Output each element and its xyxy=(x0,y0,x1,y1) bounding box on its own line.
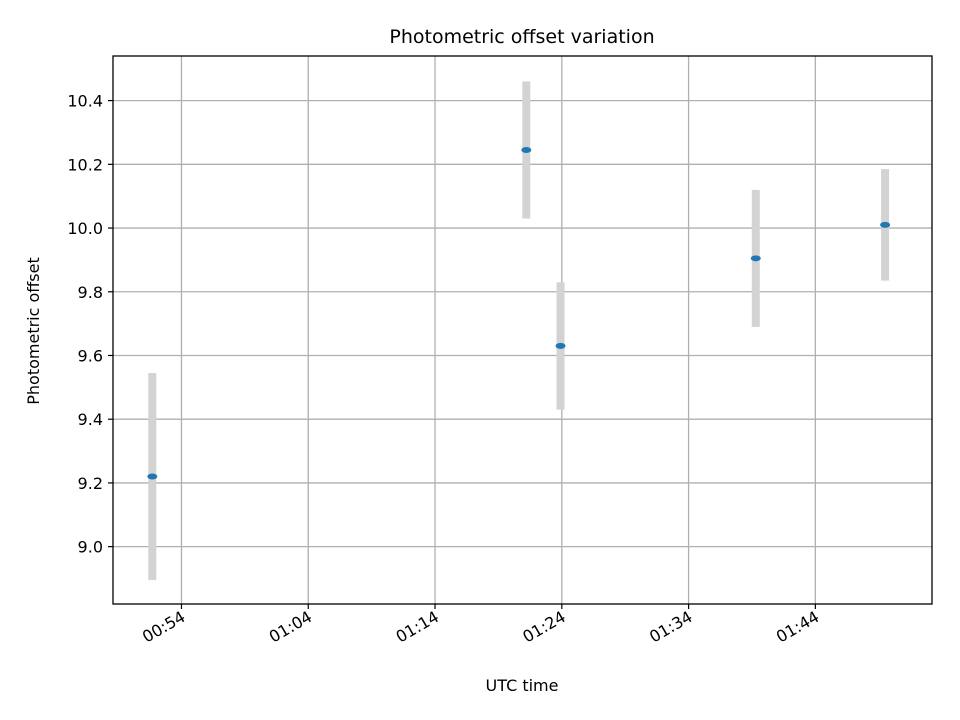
x-axis-label: UTC time xyxy=(486,676,559,695)
y-axis-ticks: 9.0 9.2 9.4 9.6 9.8 10.0 10.2 10.4 xyxy=(67,92,113,557)
y-tick-label: 10.0 xyxy=(67,219,103,238)
y-tick-label: 9.4 xyxy=(78,410,103,429)
y-tick-label: 9.2 xyxy=(78,474,103,493)
y-axis-label: Photometric offset xyxy=(24,257,43,405)
chart-title: Photometric offset variation xyxy=(389,26,654,48)
y-tick-label: 9.0 xyxy=(78,538,103,557)
data-point xyxy=(147,473,158,480)
data-point xyxy=(750,255,761,262)
y-tick-label: 10.2 xyxy=(67,155,103,174)
grid xyxy=(113,56,932,604)
y-tick-label: 9.6 xyxy=(78,346,103,365)
y-tick-label: 10.4 xyxy=(67,92,103,111)
plot-frame xyxy=(112,55,933,605)
data-point xyxy=(555,342,566,349)
data-point xyxy=(521,146,532,153)
y-tick-label: 9.8 xyxy=(78,283,103,302)
data-point xyxy=(880,221,891,228)
data-points xyxy=(147,146,891,480)
